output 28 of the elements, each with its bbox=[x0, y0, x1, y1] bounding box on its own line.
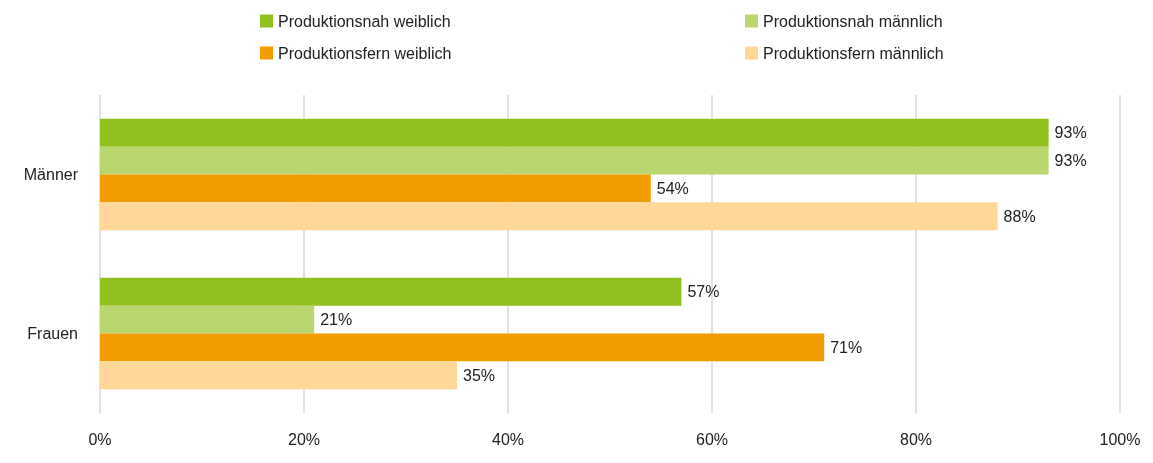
data-label: 21% bbox=[320, 311, 353, 329]
x-tick-label: 100% bbox=[1099, 430, 1141, 448]
bar bbox=[100, 174, 651, 203]
legend-label: Produktionsfern männlich bbox=[763, 44, 944, 62]
legend-label: Produktionsnah weiblich bbox=[278, 12, 451, 30]
data-label: 35% bbox=[463, 366, 496, 384]
bar bbox=[100, 361, 457, 390]
bar bbox=[100, 146, 1049, 175]
y-tick-label: Männer bbox=[23, 166, 79, 183]
bar bbox=[100, 333, 825, 362]
x-tick-label: 40% bbox=[491, 430, 525, 448]
x-tick-label: 60% bbox=[695, 430, 729, 448]
bar bbox=[100, 305, 315, 334]
data-label: 93% bbox=[1054, 152, 1087, 170]
bar bbox=[100, 277, 682, 306]
bar bbox=[100, 202, 998, 231]
y-tick-label: Frauen bbox=[27, 325, 78, 342]
bar bbox=[100, 118, 1049, 147]
data-label: 57% bbox=[687, 283, 720, 301]
data-label: 71% bbox=[830, 338, 863, 356]
x-tick-label: 80% bbox=[899, 430, 933, 448]
legend-label: Produktionsfern weiblich bbox=[278, 44, 452, 62]
x-tick-label: 20% bbox=[287, 430, 321, 448]
legend-label: Produktionsnah männlich bbox=[763, 12, 943, 30]
data-label: 93% bbox=[1054, 124, 1087, 142]
data-label: 88% bbox=[1003, 207, 1036, 225]
data-label: 54% bbox=[656, 179, 689, 197]
x-tick-label: 0% bbox=[88, 430, 112, 448]
